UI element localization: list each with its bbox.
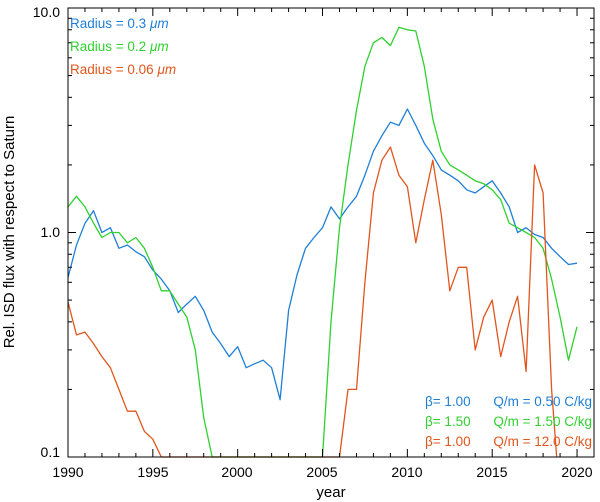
series-line-2 [67,146,558,458]
annotation-qm-1: Q/m = 1.50 C/kg [493,414,592,429]
legend: Radius = 0.3 μm Radius = 0.2 μm Radius =… [70,16,176,77]
legend-entry-2: Radius = 0.06 μm [70,62,176,77]
annotation-beta-1: β= 1.50 [425,414,471,429]
legend-entry-0: Radius = 0.3 μm [70,16,169,31]
x-tick-label: 2010 [391,464,422,480]
x-tick-label: 2000 [221,464,252,480]
series-line-1 [67,26,578,458]
x-tick-label: 2020 [561,464,592,480]
x-tick-label: 1995 [137,464,168,480]
legend-entry-1: Radius = 0.2 μm [70,39,169,54]
x-tick-label: 1990 [52,464,83,480]
annotation-block: β= 1.00 Q/m = 0.50 C/kg β= 1.50 Q/m = 1.… [425,394,592,449]
axes [67,7,595,458]
x-tick-label: 2015 [476,464,507,480]
annotation-qm-2: Q/m = 12.0 C/kg [493,434,592,449]
annotation-beta-0: β= 1.00 [425,394,471,409]
y-tick-label: 10.0 [33,4,60,20]
y-tick-label: 0.1 [41,444,61,460]
series-line-0 [67,108,578,401]
x-axis-title: year [316,484,345,501]
x-tick-label: 2005 [306,464,337,480]
annotation-qm-0: Q/m = 0.50 C/kg [493,394,592,409]
plot-area [67,26,578,458]
plot-frame [67,7,595,458]
y-axis-tick-labels: 0.1 1.0 10.0 [33,4,60,460]
y-tick-label: 1.0 [41,224,61,240]
annotation-beta-2: β= 1.00 [425,434,471,449]
x-axis-tick-labels: 1990 1995 2000 2005 2010 2015 2020 [52,464,592,480]
x-axis-ticks [67,8,595,457]
y-axis-title: Rel. ISD flux with respect to Saturn [1,116,18,349]
